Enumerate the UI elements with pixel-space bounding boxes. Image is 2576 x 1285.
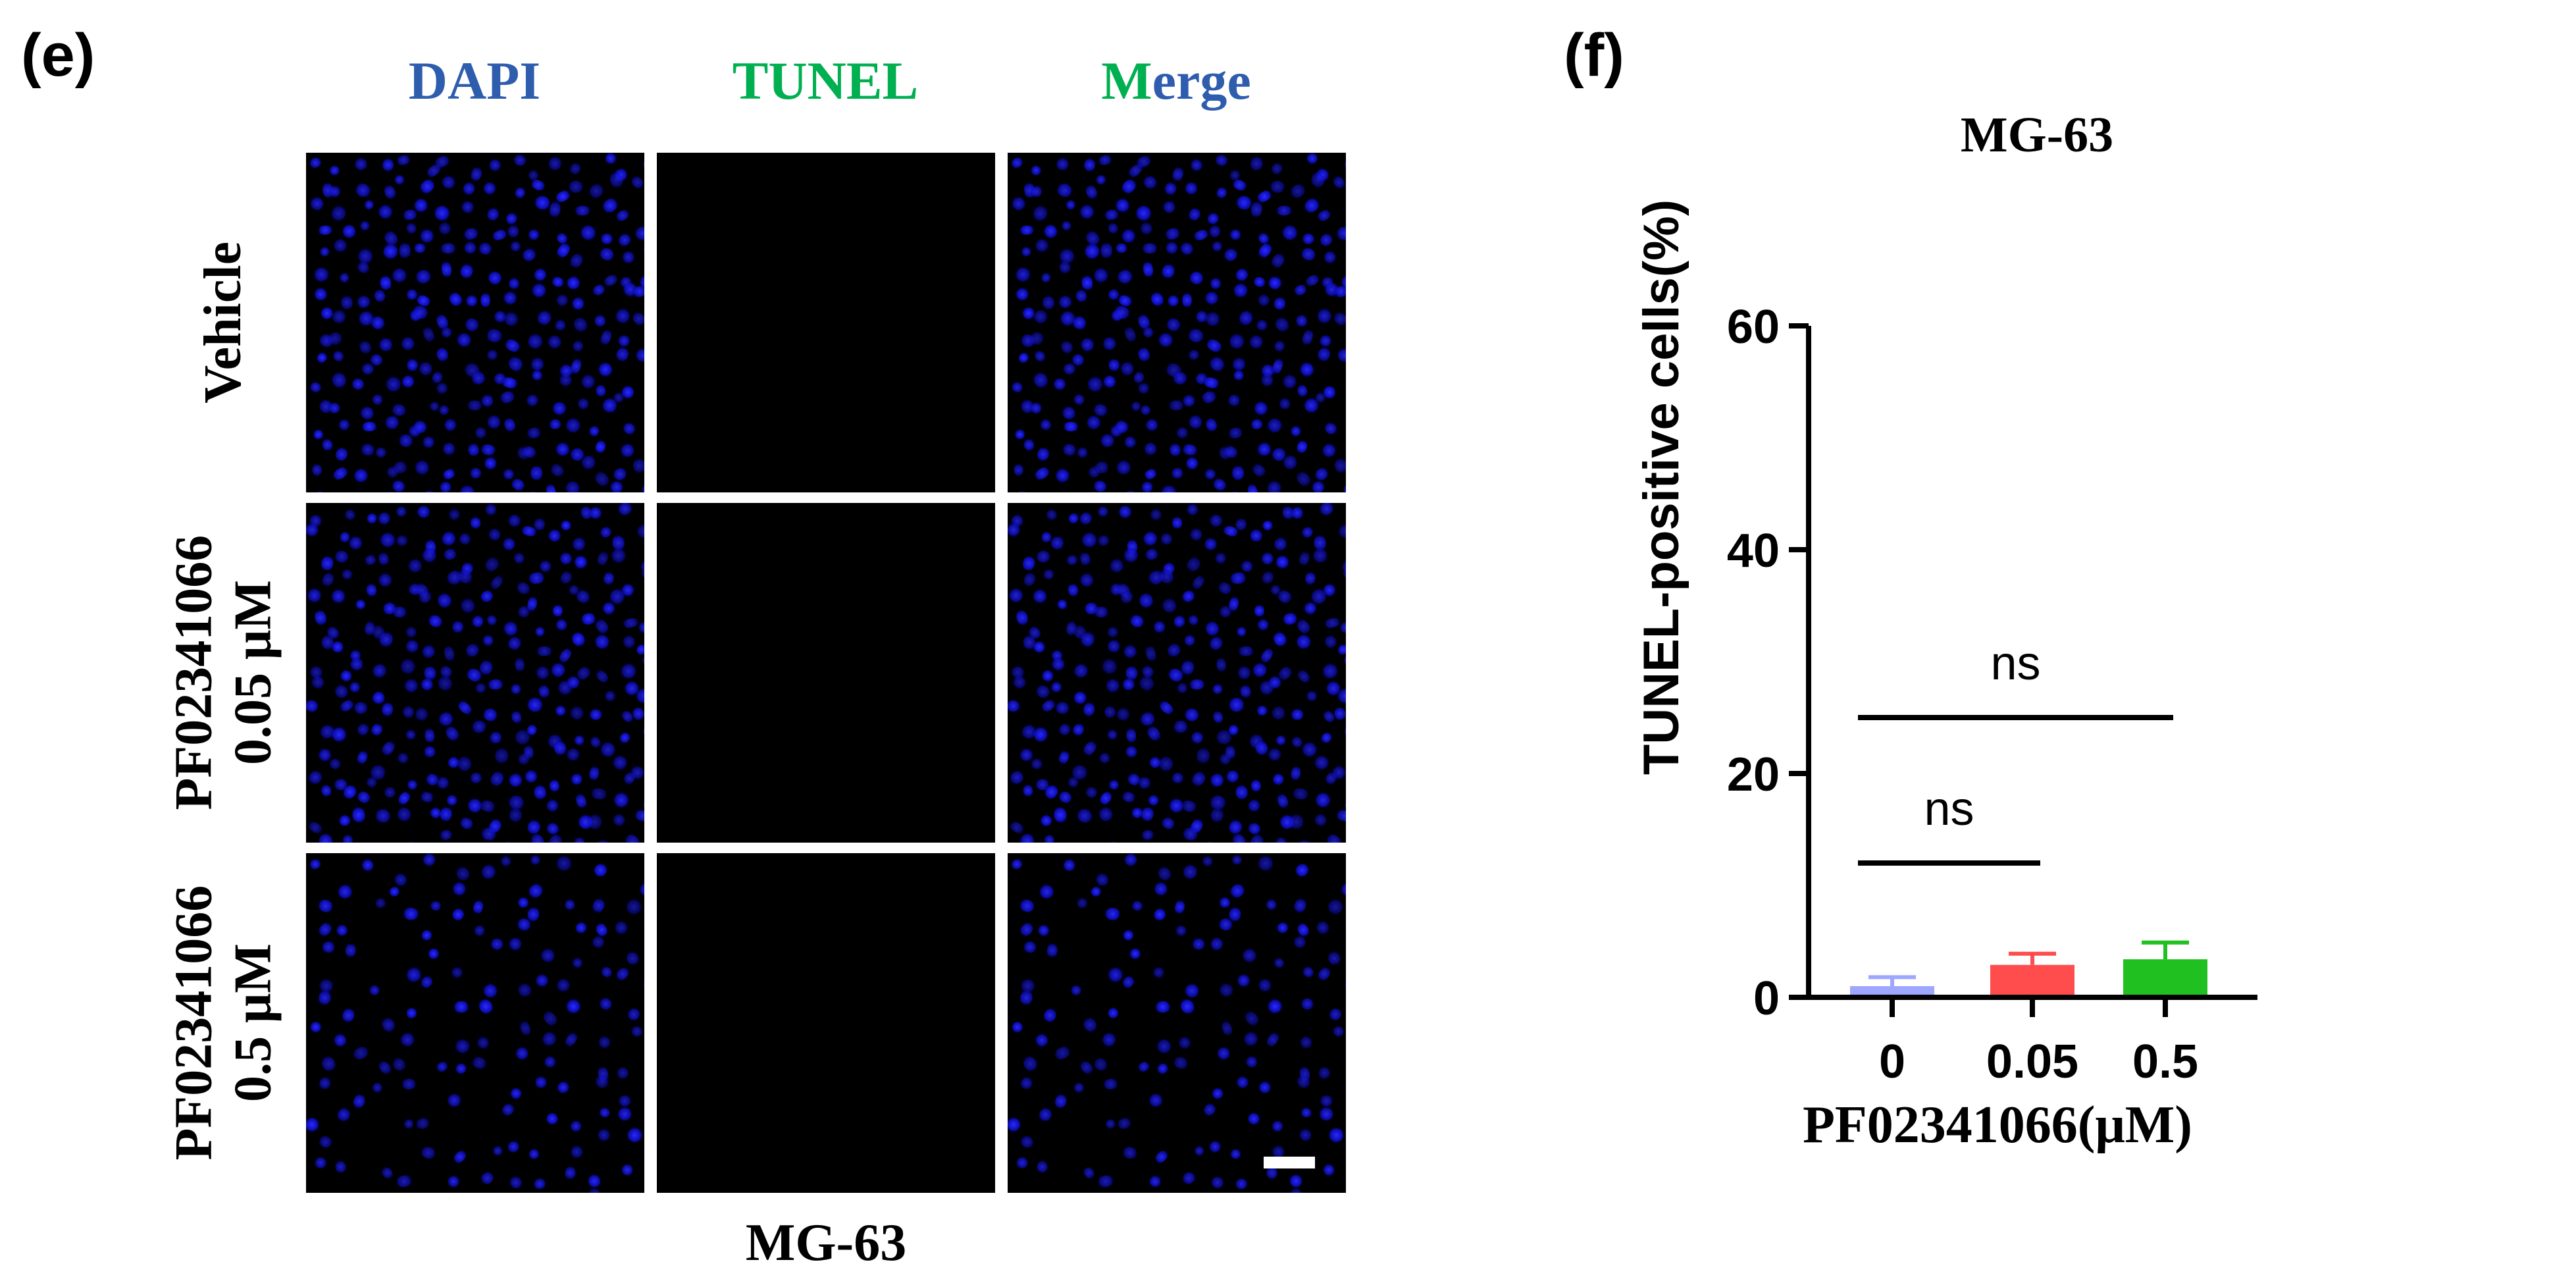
- image-05-tunel: [657, 853, 995, 1193]
- column-header-merge: Merge: [1008, 54, 1345, 108]
- micrograph-canvas: [306, 153, 644, 492]
- row-label-0-5: PF02341066 0.5 μM: [165, 853, 283, 1193]
- x-tick-label: 0.5: [2132, 1036, 2198, 1088]
- image-vehicle-tunel: [657, 153, 995, 492]
- panel-e-cell-line-label: MG-63: [745, 1214, 907, 1272]
- chart-title: MG-63: [1961, 107, 2113, 163]
- row-label-line: PF02341066: [165, 535, 223, 810]
- image-05-merge: [1008, 853, 1346, 1193]
- y-tick-label: 40: [1727, 525, 1780, 577]
- image-vehicle-dapi: [306, 153, 644, 492]
- image-005-dapi: [306, 503, 644, 843]
- y-tick-label: 20: [1727, 748, 1780, 801]
- significance-label: ns: [1924, 783, 1974, 835]
- merge-label-part-2: erge: [1152, 51, 1251, 111]
- bar: [1850, 986, 1934, 997]
- image-05-dapi: [306, 853, 644, 1193]
- row-label-line: Vehicle: [194, 242, 253, 404]
- row-label-line: PF02341066: [165, 885, 223, 1161]
- tunel-bar-chart: MG-63 0 20 40 60 0 0.05 0.5 ns ns TUNEL-positive…: [1634, 107, 2257, 1154]
- row-label-line: 0.5 μM: [224, 943, 282, 1103]
- x-tick-label: 0: [1879, 1036, 1905, 1088]
- row-label-vehicle: Vehicle: [165, 153, 283, 492]
- panel-f-letter: (f): [1564, 22, 1624, 89]
- micrograph-canvas: [306, 853, 644, 1193]
- panel-e-letter: (e): [21, 22, 95, 89]
- y-axis-label: TUNEL-positive cells(%): [1634, 199, 1689, 775]
- micrograph-canvas: [306, 503, 644, 843]
- micrograph-canvas: [657, 853, 995, 1193]
- x-tick-label: 0.05: [1986, 1036, 2078, 1088]
- micrograph-canvas: [657, 153, 995, 492]
- merge-label-part-1: M: [1101, 51, 1152, 111]
- column-header-dapi: DAPI: [408, 51, 541, 111]
- image-005-tunel: [657, 503, 995, 843]
- micrograph-grid: [306, 153, 1346, 1193]
- micrograph-canvas: [1008, 153, 1346, 492]
- y-tick-label: 0: [1753, 972, 1780, 1025]
- micrograph-canvas: [1008, 853, 1346, 1193]
- y-tick-label: 60: [1727, 301, 1780, 354]
- image-005-merge: [1008, 503, 1346, 843]
- micrograph-canvas: [1008, 503, 1346, 843]
- micrograph-canvas: [657, 503, 995, 843]
- image-vehicle-merge: [1008, 153, 1346, 492]
- column-header-tunel: TUNEL: [732, 51, 919, 111]
- row-label-0-05: PF02341066 0.05 μM: [165, 503, 283, 843]
- bar: [1990, 964, 2074, 997]
- significance-label: ns: [1990, 637, 2040, 690]
- scale-bar: [1264, 1157, 1315, 1168]
- row-label-line: 0.05 μM: [224, 580, 282, 766]
- bar: [2123, 959, 2207, 997]
- x-axis-label: PF02341066(μM): [1803, 1096, 2192, 1154]
